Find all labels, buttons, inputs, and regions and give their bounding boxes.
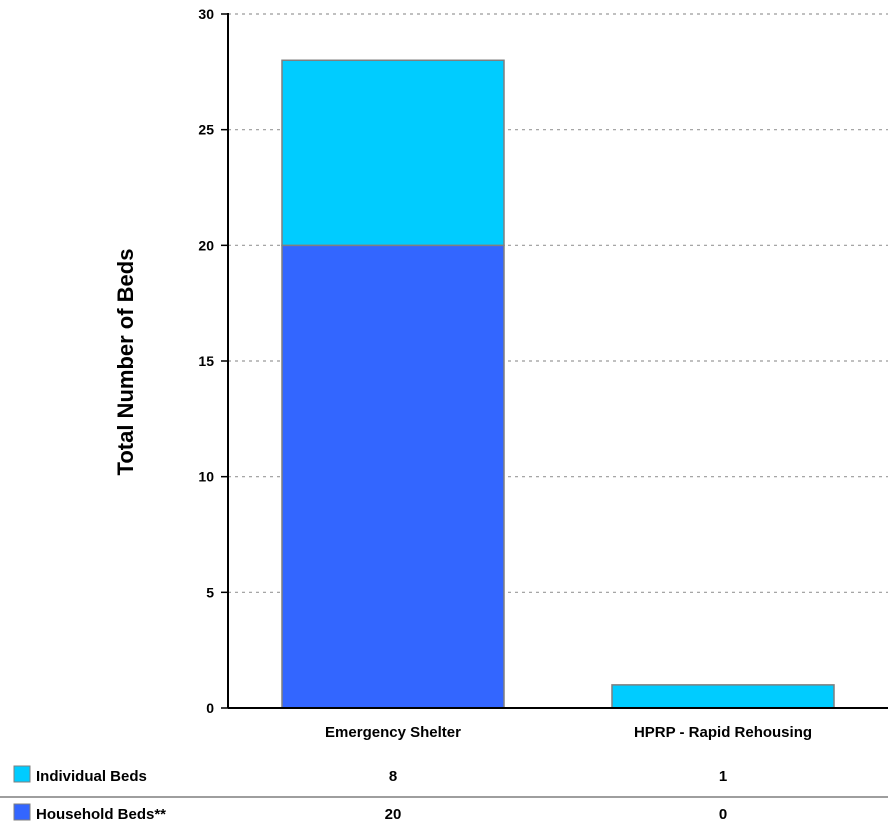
bar-segment (611, 684, 835, 709)
y-tick-label: 0 (206, 700, 214, 716)
y-tick-label: 15 (198, 353, 214, 369)
bar-segment (281, 244, 505, 709)
axis-layer (227, 13, 888, 709)
table-row-label: Individual Beds (36, 768, 147, 785)
y-axis-title: Total Number of Beds (113, 249, 138, 476)
category-labels: Emergency Shelter HPRP - Rapid Rehousing (325, 724, 812, 741)
category-label: Emergency Shelter (325, 724, 461, 741)
y-tick-label: 30 (198, 6, 214, 22)
y-tick-label: 20 (198, 237, 214, 253)
y-tick-label: 5 (206, 584, 214, 600)
bar-segment (281, 59, 505, 247)
table-cell: 8 (389, 768, 397, 785)
y-tick-label: 10 (198, 469, 214, 485)
category-label: HPRP - Rapid Rehousing (634, 724, 812, 741)
y-tick-label: 25 (198, 122, 214, 138)
table-cell: 1 (719, 768, 727, 785)
table-cell: 20 (385, 806, 402, 823)
legend-swatch (13, 803, 31, 821)
data-table: Individual Beds 8 1 Household Beds** 20 0 (0, 765, 888, 823)
legend-swatch (13, 765, 31, 783)
table-row-label: Household Beds** (36, 806, 166, 823)
bar-layer (281, 59, 835, 709)
y-tick-labels: 0 5 10 15 20 25 30 (198, 6, 214, 716)
table-cell: 0 (719, 806, 727, 823)
grid-layer (221, 13, 888, 709)
